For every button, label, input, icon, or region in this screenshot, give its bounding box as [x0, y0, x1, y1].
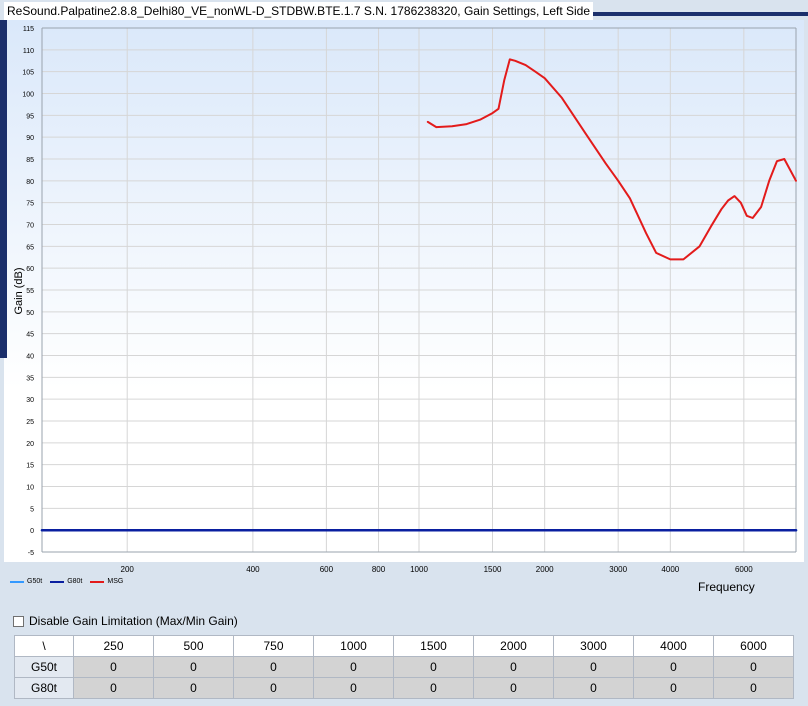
- disable-gain-limitation-checkbox[interactable]: [13, 615, 24, 627]
- y-tick-label: 30: [26, 397, 34, 404]
- disable-gain-limitation-label[interactable]: Disable Gain Limitation (Max/Min Gain): [29, 614, 238, 628]
- gain-cell[interactable]: 0: [233, 677, 314, 699]
- y-tick-label: 15: [26, 463, 34, 470]
- header-1500: 1500: [393, 635, 474, 657]
- gain-cell[interactable]: 0: [153, 677, 234, 699]
- header-6000: 6000: [713, 635, 794, 657]
- y-tick-label: 20: [26, 441, 34, 448]
- y-tick-label: 40: [26, 354, 34, 361]
- y-tick-label: 0: [30, 528, 34, 535]
- window-title: ReSound.Palpatine2.8.8_Delhi80_VE_nonWL-…: [4, 2, 594, 20]
- gain-table-corner: \: [14, 635, 74, 657]
- y-tick-label: 80: [26, 179, 34, 186]
- y-tick-label: 65: [26, 244, 34, 251]
- gain-cell[interactable]: 0: [473, 656, 554, 678]
- header-1000: 1000: [313, 635, 394, 657]
- y-tick-label: 25: [26, 419, 34, 426]
- legend-label-g50t: G50t: [27, 578, 43, 585]
- gain-cell[interactable]: 0: [553, 677, 634, 699]
- header-250: 250: [73, 635, 154, 657]
- legend-label-msg: MSG: [107, 578, 124, 585]
- y-tick-label: 60: [26, 266, 34, 273]
- legend-item-g80t: G80t: [50, 578, 82, 585]
- gain-cell[interactable]: 0: [633, 677, 714, 699]
- window-left-border: [0, 20, 7, 358]
- header-750: 750: [233, 635, 314, 657]
- legend-label-g80t: G80t: [67, 578, 83, 585]
- y-tick-label: 100: [22, 92, 34, 99]
- x-axis-ticks: 200 400 600 800 1000 1500 2000 3000 4000 6000: [121, 565, 754, 574]
- gain-table-row-g80t: G80t 0 0 0 0 0 0 0 0 0: [14, 677, 794, 699]
- row-label-g80t: G80t: [14, 677, 74, 699]
- y-tick-label: 55: [26, 288, 34, 295]
- y-tick-label: 105: [22, 70, 34, 77]
- x-tick-label: 600: [320, 565, 334, 574]
- x-tick-label: 1000: [410, 565, 428, 574]
- y-tick-label: 85: [26, 157, 34, 164]
- x-axis-label: Frequency: [698, 580, 755, 594]
- header-2000: 2000: [473, 635, 554, 657]
- y-tick-label: 70: [26, 223, 34, 230]
- x-tick-label: 200: [121, 565, 135, 574]
- x-tick-label: 1500: [484, 565, 502, 574]
- x-tick-label: 3000: [609, 565, 627, 574]
- gain-cell[interactable]: 0: [73, 677, 154, 699]
- header-3000: 3000: [553, 635, 634, 657]
- gain-cell[interactable]: 0: [313, 656, 394, 678]
- gain-table-header-row: \ 250 500 750 1000 1500 2000 3000 4000 6…: [14, 635, 794, 657]
- y-tick-label: 90: [26, 135, 34, 142]
- y-tick-label: 35: [26, 375, 34, 382]
- gain-cell[interactable]: 0: [393, 656, 474, 678]
- disable-gain-limitation-row[interactable]: Disable Gain Limitation (Max/Min Gain): [13, 614, 238, 628]
- x-tick-label: 2000: [536, 565, 554, 574]
- gain-cell[interactable]: 0: [313, 677, 394, 699]
- gain-cell[interactable]: 0: [473, 677, 554, 699]
- gain-cell[interactable]: 0: [553, 656, 634, 678]
- y-axis-ticks: -5 0 5 10 15 20 25 30 35 40 45 50 55 60 65 70 75 80 85 90 95…: [22, 26, 34, 557]
- y-tick-label: 5: [30, 506, 34, 513]
- y-tick-label: 10: [26, 485, 34, 492]
- y-axis-label: Gain (dB): [13, 267, 25, 314]
- legend-line-g50t: [10, 580, 24, 583]
- y-tick-label: 45: [26, 332, 34, 339]
- x-tick-label: 800: [372, 565, 386, 574]
- chart-series: [40, 58, 798, 532]
- gain-cell[interactable]: 0: [633, 656, 714, 678]
- gain-cell[interactable]: 0: [393, 677, 474, 699]
- x-tick-label: 400: [246, 565, 260, 574]
- y-tick-label: 75: [26, 201, 34, 208]
- series-line-msg: [426, 58, 797, 261]
- y-tick-label: 110: [23, 48, 34, 55]
- gain-cell[interactable]: 0: [713, 656, 794, 678]
- legend-item-msg: MSG: [90, 578, 123, 585]
- gain-cell[interactable]: 0: [713, 677, 794, 699]
- legend-line-g80t: [50, 580, 65, 583]
- gain-cell[interactable]: 0: [73, 656, 154, 678]
- y-tick-label: 95: [26, 113, 34, 120]
- y-tick-label: -5: [28, 550, 34, 557]
- gain-table-row-g50t: G50t 0 0 0 0 0 0 0 0 0: [14, 656, 794, 678]
- y-tick-label: 50: [26, 310, 34, 317]
- header-4000: 4000: [633, 635, 714, 657]
- chart-grid: [41, 27, 797, 553]
- window-top-border: [555, 12, 808, 16]
- y-tick-label: 115: [23, 26, 34, 33]
- legend-item-g50t: G50t: [10, 578, 42, 585]
- legend-line-msg: [90, 580, 105, 583]
- x-tick-label: 4000: [661, 565, 679, 574]
- gain-cell[interactable]: 0: [233, 656, 314, 678]
- gain-chart: -5 0 5 10 15 20 25 30 35 40 45 50 55 60 65 70 75 80 85 90 95…: [13, 26, 798, 574]
- row-label-g50t: G50t: [14, 656, 74, 678]
- gain-cell[interactable]: 0: [153, 656, 234, 678]
- header-500: 500: [153, 635, 234, 657]
- x-tick-label: 6000: [735, 565, 753, 574]
- gain-table: \ 250 500 750 1000 1500 2000 3000 4000 6…: [14, 635, 794, 699]
- chart-legend: G50t G80t MSG: [10, 578, 123, 585]
